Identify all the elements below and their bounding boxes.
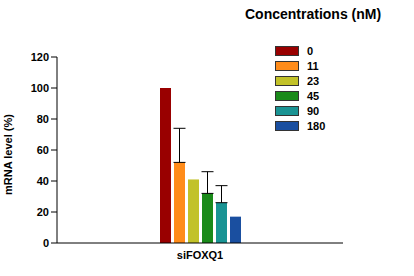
html-text:11: 11 [307, 60, 319, 72]
svg-text:80: 80 [37, 113, 49, 125]
svg-text:0: 0 [43, 237, 49, 249]
html-text:45: 45 [307, 90, 320, 102]
svg-text:mRNA level (%): mRNA level (%) [8, 114, 14, 195]
html-text:Concentrations (nM): Concentrations (nM) [245, 6, 382, 22]
html-text:23: 23 [307, 75, 320, 87]
svg-text:20: 20 [37, 206, 49, 218]
svg-text:100: 100 [31, 82, 49, 94]
svg-text:siFOXQ1: siFOXQ1 [177, 249, 223, 261]
html-text:90: 90 [307, 105, 320, 117]
html-text:180: 180 [307, 120, 326, 132]
svg-text:60: 60 [37, 144, 49, 156]
svg-text:40: 40 [37, 175, 49, 187]
html-text:0: 0 [307, 45, 314, 57]
svg-text:120: 120 [31, 51, 49, 63]
